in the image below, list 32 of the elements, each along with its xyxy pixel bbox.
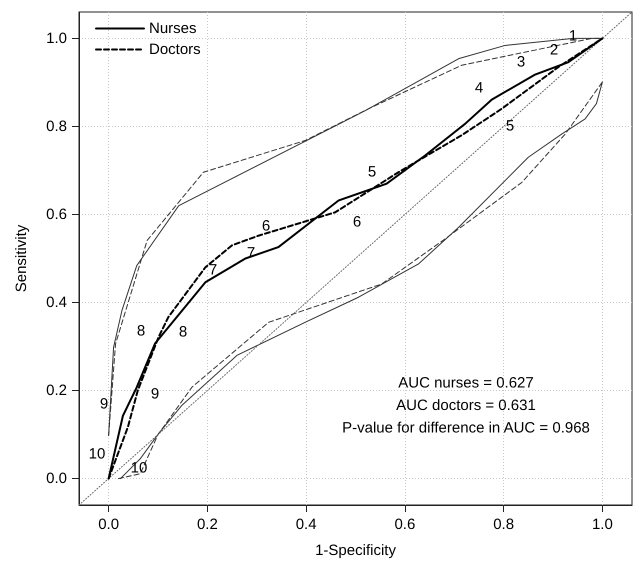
- annotation: 8: [178, 324, 188, 340]
- annotation: 8: [136, 322, 146, 340]
- annotation: 9: [150, 386, 160, 402]
- annotation: 5: [506, 118, 514, 134]
- x-tick-label: 0.6: [394, 516, 416, 533]
- x-tick-label: 0.8: [493, 516, 514, 533]
- y-tick-label: 0.8: [46, 118, 67, 135]
- annotation: 5: [368, 164, 376, 180]
- annotation: AUC nurses = 0.627: [398, 374, 534, 392]
- y-tick-label: 1.0: [46, 30, 67, 47]
- x-tick-label: 0.2: [196, 516, 218, 533]
- x-tick-label: 1.0: [592, 516, 613, 533]
- y-tick-label: 0.0: [46, 470, 67, 488]
- legend-label: Nurses: [149, 20, 197, 37]
- y-axis-title: Sensitivity: [13, 224, 30, 292]
- annotation: 10: [88, 446, 106, 462]
- annotation: 2: [550, 42, 558, 58]
- y-tick-label: 0.6: [46, 206, 67, 223]
- annotation: 6: [352, 214, 362, 230]
- x-tick-label: 0.4: [296, 516, 317, 533]
- annotation: AUC doctors = 0.631: [396, 397, 536, 414]
- annotation: 9: [100, 396, 108, 412]
- annotation: 7: [208, 262, 218, 278]
- y-tick-label: 0.4: [46, 294, 67, 312]
- annotation: 6: [262, 218, 270, 234]
- y-tick-label: 0.2: [46, 382, 67, 400]
- annotation: 4: [474, 80, 484, 96]
- x-axis-title: 1-Specificity: [315, 542, 396, 559]
- annotation: 3: [516, 54, 526, 70]
- legend-label: Doctors: [149, 41, 201, 58]
- x-tick-label: 0.0: [98, 516, 120, 533]
- annotation: P-value for difference in AUC = 0.968: [342, 420, 590, 436]
